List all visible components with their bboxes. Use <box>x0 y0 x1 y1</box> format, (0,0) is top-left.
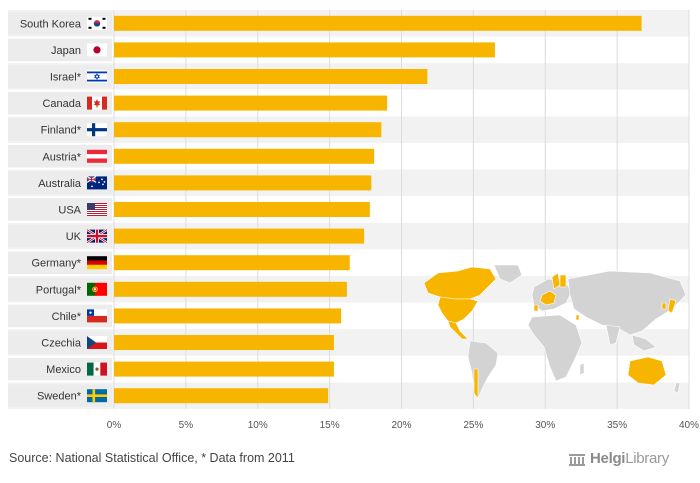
map-korea <box>661 302 667 310</box>
x-tick-label: 30% <box>535 420 555 431</box>
map-israel <box>575 314 580 321</box>
x-tick-label: 15% <box>320 420 340 431</box>
austria-flag-icon <box>87 149 107 163</box>
map-chile <box>473 368 479 400</box>
bar-austria <box>114 148 375 164</box>
x-tick-label: 25% <box>463 420 483 431</box>
south-korea-flag-icon <box>87 16 107 30</box>
bar-mexico <box>114 361 334 377</box>
x-tick-label: 35% <box>607 420 627 431</box>
category-label-box <box>8 357 112 381</box>
category-label: UK <box>66 231 82 243</box>
category-label: USA <box>58 205 81 217</box>
world-map <box>423 264 687 400</box>
bar-israel <box>114 69 428 84</box>
map-asia <box>567 270 687 336</box>
category-label: Chile* <box>52 311 82 323</box>
map-mexico <box>447 320 469 340</box>
bar-chile <box>114 308 342 324</box>
map-new-zealand <box>673 382 681 394</box>
helgi-library-logo: Helgi Library <box>568 450 669 467</box>
category-label: Finland* <box>41 125 82 137</box>
bar-finland <box>114 122 382 138</box>
canada-flag-icon <box>87 96 107 110</box>
map-india <box>605 324 621 346</box>
category-label: Germany* <box>31 258 81 270</box>
map-se-asia <box>631 334 657 352</box>
x-tick-label: 20% <box>391 420 411 431</box>
category-label-box <box>8 12 112 35</box>
category-label: Israel* <box>50 72 82 84</box>
flags <box>86 16 108 403</box>
bar-japan <box>114 42 495 58</box>
x-tick-label: 10% <box>248 420 268 431</box>
category-labels: South Korea Japan Israel* Canada Finland* Aus… <box>20 18 82 402</box>
library-building-icon <box>569 453 585 466</box>
bar-sweden <box>114 388 329 404</box>
japan-flag-icon <box>87 43 107 57</box>
sweden-flag-icon <box>87 389 107 403</box>
category-label-box <box>8 224 112 248</box>
x-tick-label: 0% <box>107 420 122 431</box>
map-madagascar <box>579 362 585 376</box>
bar-germany <box>114 255 350 271</box>
bar-canada <box>114 95 388 111</box>
category-label-box <box>8 38 112 62</box>
map-japan <box>667 298 677 314</box>
category-label: Mexico <box>46 364 81 376</box>
map-portugal <box>533 304 539 312</box>
map-usa <box>437 296 479 324</box>
logo-text-part1: Helgi <box>590 450 626 467</box>
category-label: South Korea <box>20 18 82 30</box>
category-label-box <box>8 384 112 407</box>
category-label: Czechia <box>41 338 82 350</box>
category-label: Canada <box>42 98 81 110</box>
x-tick-label: 5% <box>179 420 194 431</box>
bar-chart: South Korea Japan Israel* Canada Finland* Aus… <box>8 10 699 431</box>
bar-south-korea <box>114 15 642 31</box>
czechia-flag-icon <box>87 336 107 349</box>
category-label-box <box>8 278 112 301</box>
category-label: Australia <box>38 178 82 190</box>
bar-czechia <box>114 335 334 350</box>
category-label: Japan <box>51 45 81 57</box>
bars <box>114 15 642 404</box>
map-australia <box>627 356 667 386</box>
bar-australia <box>114 175 372 191</box>
map-europe-highlight <box>539 290 557 306</box>
bar-uk <box>114 228 365 244</box>
map-finland <box>559 274 567 288</box>
usa-flag-icon <box>87 203 107 216</box>
map-africa <box>527 314 583 382</box>
bar-usa <box>114 202 370 217</box>
germany-flag-icon <box>87 256 107 270</box>
mexico-flag-icon <box>87 362 107 376</box>
category-label-box <box>8 304 112 328</box>
category-label-box <box>8 65 112 88</box>
category-label: Austria* <box>42 151 81 163</box>
portugal-flag-icon <box>87 282 107 296</box>
category-label-box <box>8 145 112 168</box>
source-note: Source: National Statistical Office, * D… <box>9 451 295 465</box>
category-label-box <box>8 118 112 141</box>
chile-flag-icon <box>87 309 107 323</box>
logo-text-part2: Library <box>625 450 669 467</box>
uk-flag-icon <box>86 228 108 244</box>
category-label: Portugal* <box>36 284 82 296</box>
bar-portugal <box>114 281 347 297</box>
map-greenland <box>493 264 523 284</box>
x-tick-label: 40% <box>679 420 699 431</box>
australia-flag-icon <box>86 175 107 190</box>
category-label-box <box>8 171 112 195</box>
category-label-box <box>8 251 112 274</box>
finland-flag-icon <box>87 123 107 137</box>
category-label-box <box>8 91 112 115</box>
category-label-box <box>8 331 112 354</box>
x-tick-labels: 0% 5% 10% 15% 20% 25% 30% 35% 40% <box>107 420 699 431</box>
israel-flag-icon <box>87 70 107 83</box>
category-label-box <box>8 198 112 221</box>
category-label: Sweden* <box>37 391 82 403</box>
